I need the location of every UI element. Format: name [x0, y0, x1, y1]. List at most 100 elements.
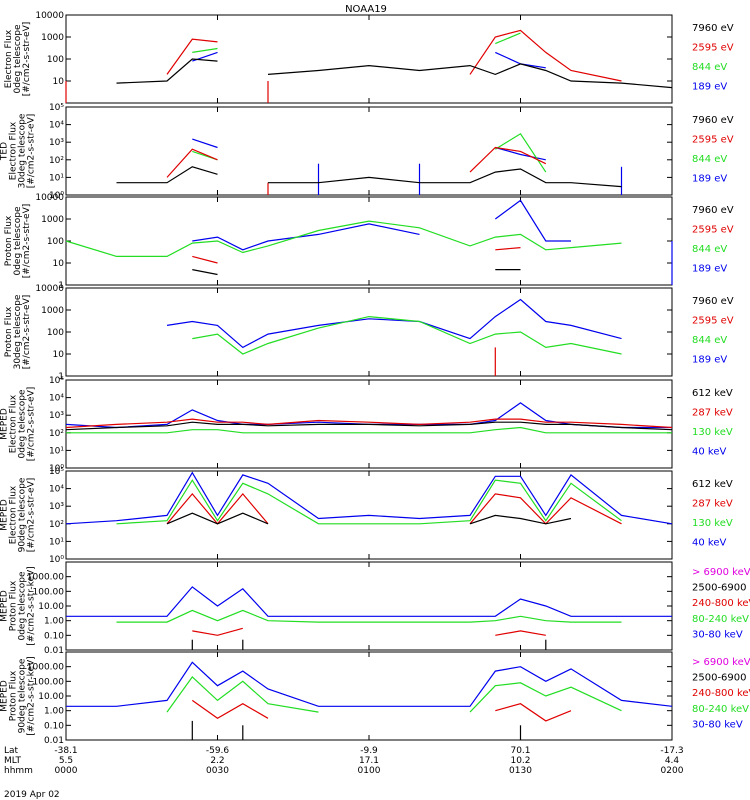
- legend-entry: 240-800 keV: [692, 598, 750, 609]
- legend-entry: 2595 eV: [692, 316, 734, 327]
- y-tick-label: 10²: [49, 156, 64, 166]
- legend-entry: 7960 eV: [692, 23, 734, 34]
- panel-1: 10 100 1000 10000 Electron Flux 0deg telescop…: [4, 11, 734, 104]
- footer-row-label: Lat: [4, 746, 19, 756]
- y-axis-label: [#/cm2-s-str-keV]: [27, 656, 37, 735]
- series-green-line: [495, 32, 521, 45]
- y-axis-label: MEPED: [0, 499, 10, 531]
- legend-entry: 7960 eV: [692, 205, 734, 216]
- y-tick-label: 10⁰: [49, 191, 64, 201]
- panel-frame: [65, 651, 673, 741]
- legend-entry: > 6900 keV: [692, 567, 750, 578]
- footer-lat-value: 70.1: [510, 746, 530, 756]
- y-tick-label: 10.00: [38, 692, 64, 702]
- y-axis-label: Proton Flux: [4, 215, 14, 266]
- footer-hhmm-value: 0000: [55, 766, 78, 776]
- y-tick-label: 10⁵: [49, 467, 64, 477]
- y-tick-label: 0.01: [44, 646, 64, 656]
- y-axis-label: 30deg telescope: [18, 113, 28, 188]
- y-tick-label: 10: [53, 77, 65, 87]
- series-black-line: [166, 512, 269, 525]
- date-label: 2019 Apr 02: [4, 790, 60, 800]
- y-tick-label: 1000: [41, 306, 64, 316]
- y-axis-label: 90deg telescope: [18, 658, 28, 733]
- series-blue-line: [66, 661, 673, 707]
- legend-entry: 287 keV: [692, 408, 733, 419]
- y-tick-label: 10.00: [38, 602, 64, 612]
- series-black-line: [116, 166, 218, 184]
- series-black-line: [65, 421, 673, 431]
- panel-8: 0.01 0.10 1.00 10.00 100.00 1000.00 MEPED Proto…: [0, 651, 750, 746]
- footer-row-label: hhmm: [4, 766, 33, 776]
- y-tick-label: 10⁴: [49, 394, 64, 404]
- series-black-line: [267, 63, 673, 89]
- legend-entry: 40 keV: [692, 538, 726, 549]
- series-blue-line: [65, 471, 673, 525]
- series-red-line: [166, 38, 218, 75]
- y-tick-label: 100.00: [33, 677, 65, 687]
- y-axis-label: TED: [0, 142, 10, 161]
- legend-entry: 844 eV: [692, 154, 727, 165]
- panel-3: 1 10 100 1000 10000 Proton Flux 0deg telescope…: [4, 193, 734, 291]
- series-red-line: [192, 627, 243, 636]
- legend-entry: 189 eV: [692, 355, 727, 366]
- y-axis-label: Proton Flux: [9, 670, 19, 721]
- series-red-line: [166, 492, 269, 525]
- legend-entry: 189 eV: [692, 82, 727, 93]
- y-axis-label: 0deg telescope: [13, 206, 23, 276]
- footer-mlt-value: 5.5: [59, 756, 73, 766]
- footer-hhmm-value: 0200: [661, 766, 684, 776]
- footer-mlt-value: 17.1: [359, 756, 379, 766]
- series-blue-line: [66, 586, 672, 617]
- series-green-line: [66, 426, 672, 434]
- legend-entry: 844 eV: [692, 244, 727, 255]
- series-blue-line: [494, 199, 571, 242]
- legend-entry: 30-80 keV: [692, 629, 743, 640]
- y-tick-label: 100.00: [33, 587, 65, 597]
- footer-mlt-value: 10.2: [510, 756, 530, 766]
- y-axis-label: 0deg telescope: [18, 389, 28, 459]
- y-axis-label: Electron Flux: [9, 121, 19, 180]
- y-tick-label: 10²: [49, 520, 64, 530]
- series-red-line: [65, 418, 673, 429]
- footer-lat-value: -38.1: [54, 746, 77, 756]
- y-tick-label: 10: [53, 350, 65, 360]
- y-tick-label: 0.01: [44, 736, 64, 746]
- y-tick-label: 1: [58, 372, 64, 382]
- y-axis-label: [#/cm2-s-str-eV]: [27, 478, 37, 553]
- series-red-line: [191, 699, 269, 720]
- y-tick-label: 1000: [41, 33, 64, 43]
- series-red-line: [192, 255, 218, 264]
- legend-entry: 80-240 keV: [692, 614, 749, 625]
- y-tick-label: 10²: [49, 429, 64, 439]
- y-tick-label: 10000: [35, 11, 64, 21]
- series-green-line: [469, 682, 622, 713]
- series-black-line: [268, 168, 622, 188]
- series-blue-line: [495, 51, 546, 69]
- y-tick-label: 1000.00: [27, 663, 64, 673]
- series-blue-line: [495, 146, 546, 161]
- panel-frame: [65, 14, 673, 104]
- legend-entry: 7960 eV: [692, 296, 734, 307]
- series-red-line: [495, 703, 572, 722]
- panel-4: 1 10 100 1000 10000 Proton Flux 30deg telescop…: [4, 284, 734, 382]
- y-axis-label: 30deg telescope: [13, 294, 23, 369]
- y-axis-label: Electron Flux: [9, 394, 19, 453]
- y-axis-label: 90deg telescope: [18, 477, 28, 552]
- y-tick-label: 10: [53, 259, 65, 269]
- y-tick-label: 10⁴: [49, 485, 64, 495]
- legend-entry: 612 keV: [692, 479, 733, 490]
- legend-entry: 130 keV: [692, 518, 733, 529]
- series-green-line: [65, 220, 622, 257]
- series-green-line: [116, 479, 622, 525]
- panel-6: 10⁰ 10¹ 10² 10³ 10⁴ 10⁵ MEPED Electron Flux 90de…: [0, 467, 733, 565]
- legend-entry: 844 eV: [692, 335, 727, 346]
- y-tick-label: 10⁵: [49, 376, 64, 386]
- y-tick-label: 0.10: [44, 631, 64, 641]
- y-axis-label: [#/cm2-s-str-keV]: [27, 566, 37, 645]
- legend-entry: 2595 eV: [692, 135, 734, 146]
- legend-entry: 287 keV: [692, 499, 733, 510]
- y-axis-label: Proton Flux: [9, 580, 19, 631]
- legend-entry: 2595 eV: [692, 225, 734, 236]
- footer-hhmm-value: 0130: [509, 766, 532, 776]
